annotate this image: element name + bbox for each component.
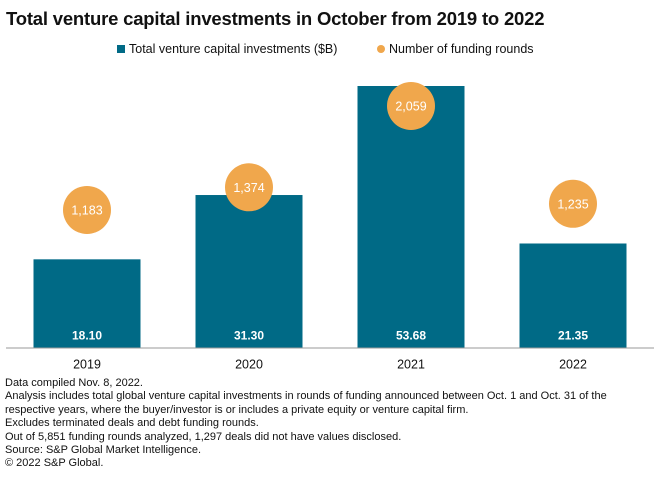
- funding-rounds-label: 2,059: [395, 99, 426, 113]
- legend-label: Total venture capital investments ($B): [129, 42, 338, 56]
- legend-square-icon: [117, 45, 125, 53]
- note-line: Data compiled Nov. 8, 2022.: [5, 377, 143, 389]
- funding-rounds-label: 1,183: [71, 203, 102, 217]
- legend-item-funding-rounds: Number of funding rounds: [377, 42, 534, 56]
- x-tick-label: 2019: [73, 358, 101, 372]
- bar-value-label: 21.35: [558, 329, 588, 343]
- note-line: Source: S&P Global Market Intelligence.: [5, 444, 202, 457]
- note-line: Analysis includes total global venture c…: [5, 390, 607, 403]
- x-tick-label: 2021: [397, 358, 425, 372]
- bar-value-label: 53.68: [396, 329, 426, 343]
- bar-value-label: 31.30: [234, 329, 264, 343]
- note-line: respective years, where the buyer/invest…: [5, 403, 469, 416]
- funding-rounds-marker-2020: [225, 163, 273, 212]
- funding-rounds-marker-2021: [387, 81, 435, 130]
- note-line: Out of 5,851 funding rounds analyzed, 1,…: [5, 430, 402, 443]
- funding-rounds-marker-2022: [549, 179, 597, 228]
- x-tick-label: 2022: [559, 358, 587, 372]
- legend-item-investments: Total venture capital investments ($B): [117, 42, 337, 56]
- legend-dot-icon: [377, 45, 385, 53]
- funding-rounds-label: 1,235: [557, 197, 588, 211]
- bar-2019: [33, 259, 141, 348]
- note-line: Excludes terminated deals and debt fundi…: [5, 417, 259, 430]
- bar-value-label: 18.10: [72, 329, 102, 343]
- funding-rounds-marker-2019: [63, 185, 111, 234]
- note-line: © 2022 S&P Global.: [5, 457, 104, 470]
- x-tick-label: 2020: [235, 358, 263, 372]
- funding-rounds-label: 1,374: [233, 181, 264, 195]
- chart-area: 18.10 2019 31.30 2020 53.68 2021 21.35 2022 1,18…: [6, 81, 654, 372]
- bar-2020: [195, 195, 303, 348]
- bar-2022: [519, 243, 627, 348]
- chart-title: Total venture capital investments in Oct…: [6, 8, 545, 29]
- chart-notes: Data compiled Nov. 8, 2022. Analysis incl…: [5, 377, 607, 471]
- legend-label: Number of funding rounds: [389, 42, 534, 56]
